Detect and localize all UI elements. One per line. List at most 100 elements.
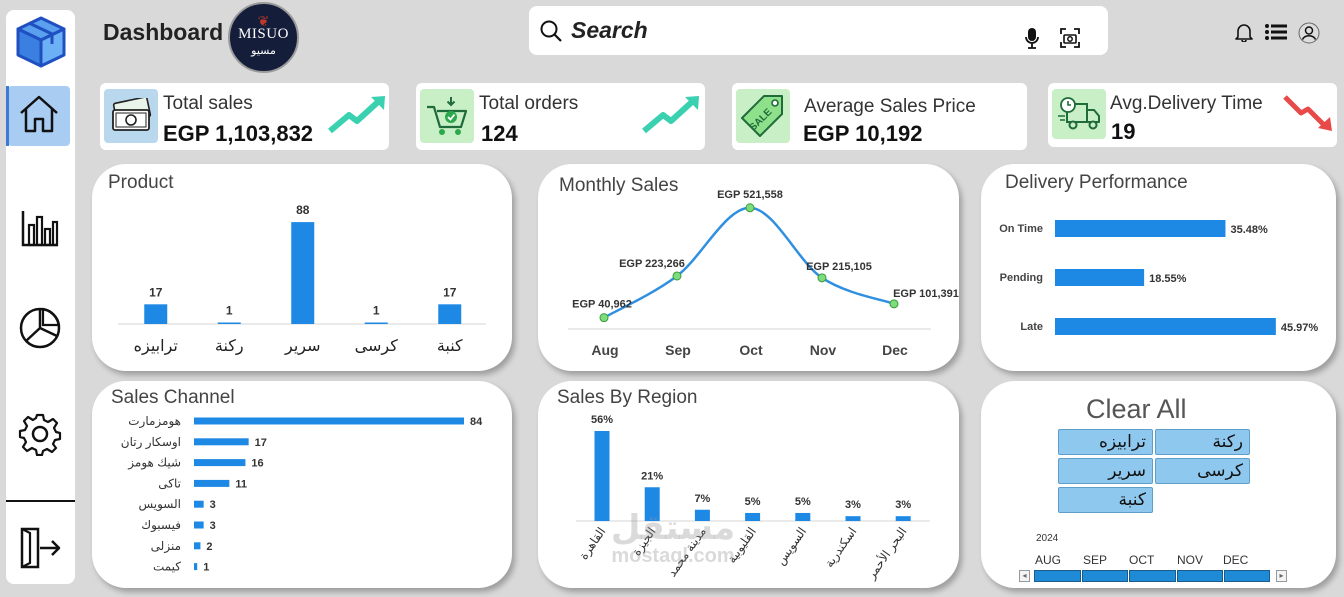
delivery-performance-panel: Delivery Performance On Time 35.48% Pendin… [981, 164, 1336, 371]
camera-search-icon[interactable] [1060, 28, 1080, 53]
kpi-value: EGP 1,103,832 [163, 121, 314, 146]
search-bar[interactable]: Search [529, 6, 1108, 55]
x-tick-label: السويس [773, 525, 810, 568]
sidebar-item-settings[interactable] [8, 406, 72, 466]
bell-icon[interactable] [1234, 22, 1254, 47]
bar [694, 509, 710, 521]
x-tick-label: Sep [665, 342, 691, 358]
data-point [817, 273, 827, 283]
x-tick-label: Dec [882, 342, 908, 358]
y-tick-label: On Time [999, 223, 1043, 235]
data-label: 5% [745, 496, 761, 508]
data-label: 45.97% [1281, 322, 1319, 334]
data-label: EGP 215,105 [806, 261, 872, 273]
kpi-card-average-sales-price: SALE Average Sales Price EGP 10,192 [732, 83, 1027, 150]
x-tick-label: كرسى [355, 338, 399, 356]
panel-title: Monthly Sales [559, 175, 679, 196]
data-label: 5% [795, 496, 811, 508]
x-tick-label: كنبة [437, 338, 463, 355]
timeline-month: OCT [1129, 553, 1155, 567]
timeline-left-arrow-icon[interactable]: ◂ [1019, 570, 1030, 582]
data-label: 18.55% [1149, 273, 1187, 285]
clear-all-button[interactable]: Clear All [1086, 394, 1187, 424]
bar [194, 417, 464, 425]
bar [795, 512, 811, 521]
data-label: 17 [149, 285, 163, 299]
panel-title: Sales By Region [557, 387, 698, 408]
bar [144, 304, 168, 324]
data-label: 3% [845, 499, 861, 511]
sidebar-divider [6, 500, 75, 502]
page-title: Dashboard [103, 19, 224, 45]
bar [291, 222, 315, 324]
bar [845, 516, 861, 521]
bar [438, 304, 462, 324]
data-label: 17 [443, 285, 457, 299]
bar [194, 563, 198, 571]
user-profile-icon[interactable] [1298, 22, 1320, 49]
y-tick-label: هومزمارت [128, 414, 181, 429]
data-label: 35.48% [1230, 224, 1268, 236]
bar [594, 431, 610, 521]
data-label: 1 [226, 304, 233, 318]
x-tick-label: Aug [591, 342, 618, 358]
timeline-slider[interactable]: ◂ ▸ [1019, 570, 1295, 582]
kpi-label: Total orders [479, 93, 579, 114]
data-label: 21% [641, 470, 663, 482]
timeline-segment[interactable] [1129, 570, 1176, 582]
sidebar-item-reports[interactable] [8, 300, 72, 360]
bar [1055, 269, 1145, 286]
bar [194, 479, 230, 487]
delivery-truck-icon [1052, 89, 1106, 139]
timeline-month: AUG [1035, 553, 1062, 567]
home-icon [18, 94, 60, 139]
microphone-icon[interactable] [1025, 27, 1039, 54]
timeline-segment[interactable] [1224, 570, 1270, 582]
data-label: EGP 223,266 [619, 258, 685, 270]
gear-icon [18, 412, 62, 461]
filter-slicer-panel: Clear All ترابيزه ركنة سرير كرسى كنبة 20… [981, 381, 1336, 588]
timeline-month: NOV [1177, 553, 1204, 567]
watermark-arabic: مستقل [610, 509, 736, 547]
list-menu-icon[interactable] [1265, 24, 1287, 45]
slicer-item[interactable]: ركنة [1155, 429, 1250, 455]
bar [895, 516, 911, 521]
slicer-item[interactable]: كنبة [1058, 487, 1153, 513]
pie-chart-icon [18, 306, 62, 355]
data-label: 3 [210, 499, 216, 511]
data-label: EGP 40,962 [572, 299, 632, 311]
data-point [889, 299, 899, 309]
cart-icon [420, 89, 474, 143]
timeline-segment[interactable] [1034, 570, 1081, 582]
brand-ornament-icon: ❦ [257, 13, 270, 29]
monthly-sales-panel: Monthly Sales EGP 40,962 Aug EGP 223,266 Se… [538, 164, 959, 371]
watermark-latin: mostaql.com [611, 545, 735, 567]
search-input[interactable]: Search [571, 17, 648, 43]
sidebar-item-home[interactable] [6, 86, 70, 146]
product-chart-panel: Product 17 ترابيزه 1 ركنة 88 سرير 1 كرسى 17 كنبة [92, 164, 512, 371]
timeline-segment[interactable] [1177, 570, 1223, 582]
slicer-item[interactable]: سرير [1058, 458, 1153, 484]
timeline-right-arrow-icon[interactable]: ▸ [1276, 570, 1287, 582]
slicer-item[interactable]: كرسى [1155, 458, 1250, 484]
kpi-value: EGP 10,192 [803, 121, 923, 146]
data-label: EGP 101,391 [893, 288, 959, 300]
watermark: مستقل mostaql.com [593, 510, 753, 566]
brand-logo: ❦ MISUO مسيو [228, 2, 299, 73]
slicer-item[interactable]: ترابيزه [1058, 429, 1153, 455]
data-point [672, 271, 682, 281]
y-tick-label: كيمت [153, 560, 181, 574]
sidebar-item-logout[interactable] [8, 520, 72, 580]
sidebar-item-charts[interactable] [8, 200, 72, 260]
y-tick-label: تاكى [158, 476, 181, 490]
brand-subtitle: مسيو [251, 45, 276, 57]
x-tick-label: ترابيزه [134, 338, 178, 356]
sales-channel-panel: Sales Channel هومزمارت 84 اوسكار رتان 17 شيك… [92, 381, 512, 588]
bar-chart-icon [20, 208, 60, 253]
timeline-segment[interactable] [1082, 570, 1128, 582]
data-label: 2 [206, 541, 212, 553]
bar [194, 500, 204, 508]
kpi-label: Average Sales Price [804, 96, 976, 117]
bar [217, 322, 241, 324]
box-logo-icon[interactable] [14, 14, 68, 70]
